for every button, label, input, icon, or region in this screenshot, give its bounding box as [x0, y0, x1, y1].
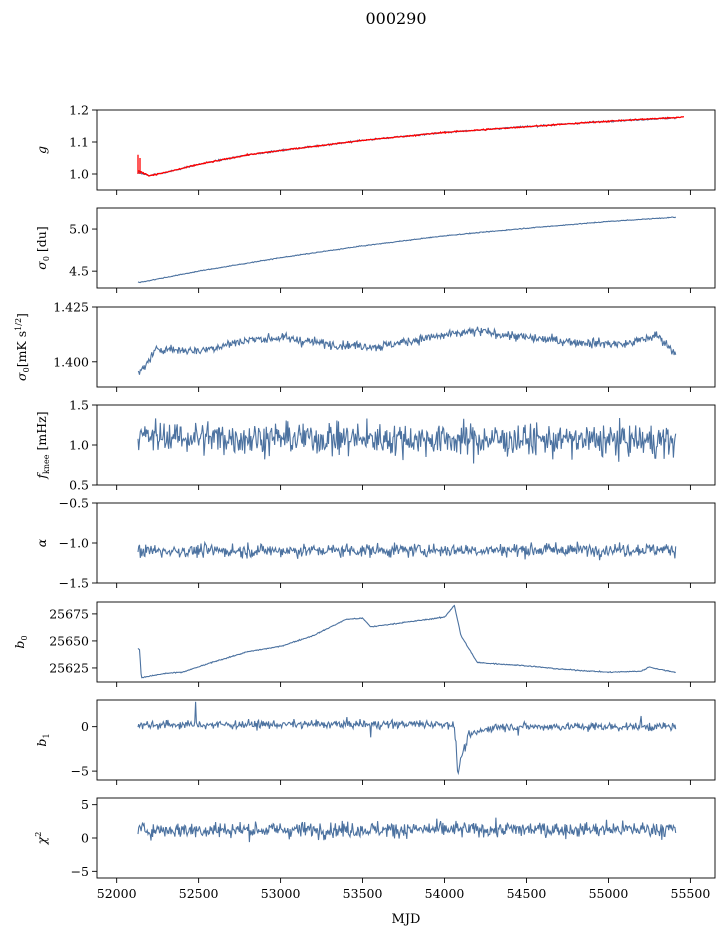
axes-frame-alpha: [96, 502, 716, 584]
y-tick-label-fknee-1: 1.0: [69, 438, 89, 453]
y-tick-label-b0-1: 25650: [49, 633, 89, 648]
series-line-sigma0: [137, 216, 677, 284]
y-tick-label-chi2-0: −5: [71, 864, 89, 879]
y-tick-label-b1-0: −5: [71, 764, 89, 779]
series-line-fknee: [137, 417, 677, 464]
axes-frame-sigma0_mk: [96, 306, 716, 388]
series-line-chi2: [137, 817, 677, 843]
axes-frame-sigma0: [96, 207, 716, 289]
y-tick-label-fknee-0: 0.5: [69, 478, 89, 493]
y-tick-label-sigma0-1: 5.0: [69, 222, 89, 237]
y-tick-label-chi2-1: 0: [81, 831, 89, 846]
overlay-line-g: [137, 116, 684, 177]
y-tick-label-sigma0-0: 4.5: [69, 264, 89, 279]
series-line-sigma0_mk: [137, 326, 677, 375]
series-line-alpha: [137, 540, 677, 561]
y-tick-label-alpha-0: −1.5: [59, 576, 89, 591]
y-axis-label-fknee: fknee [mHz]: [34, 411, 51, 479]
panel-fknee: 0.5 1.0 1.5 fknee [mHz]: [34, 398, 716, 493]
x-tick-label-0: 52000: [97, 886, 137, 901]
y-tick-label-sigma0_mk-1: 1.425: [53, 300, 89, 315]
x-tick-label-2: 53000: [261, 886, 301, 901]
panel-b0: 25625 25650 25675 b0: [12, 601, 716, 687]
y-tick-label-alpha-2: −0.5: [59, 496, 89, 511]
axes-frame-b1: [96, 699, 716, 781]
y-tick-label-b0-2: 25675: [49, 606, 89, 621]
series-line-b0: [137, 604, 676, 679]
y-tick-label-g-0: 1.0: [69, 167, 89, 182]
y-axis-label-alpha: α: [34, 538, 49, 547]
y-axis-label-g: g: [34, 146, 49, 154]
y-tick-label-g-2: 1.2: [69, 103, 89, 118]
y-axis-label-sigma0_mk: σ0[mK s1/2]: [14, 313, 31, 381]
x-tick-label-4: 54000: [425, 886, 465, 901]
y-tick-label-g-1: 1.1: [69, 135, 89, 150]
panel-alpha: −1.5 −1.0 −0.5 α: [34, 496, 716, 591]
y-tick-label-sigma0_mk-0: 1.400: [53, 354, 89, 369]
y-tick-label-chi2-2: 5: [81, 797, 89, 812]
y-axis-label-b1: b1: [34, 733, 51, 746]
x-tick-label-3: 53500: [343, 886, 383, 901]
x-tick-label-5: 54500: [507, 886, 547, 901]
panel-sigma0_mk: 1.400 1.425 σ0[mK s1/2]: [14, 300, 716, 392]
panel-g: 1.0 1.1 1.2 g: [34, 103, 716, 195]
figure-title: 000290: [365, 9, 426, 28]
y-tick-label-b1-1: 0: [81, 719, 89, 734]
x-axis-label: MJD: [392, 912, 421, 927]
panel-b1: −5 0 b1: [34, 699, 716, 785]
y-axis-label-chi2: χ2: [34, 832, 49, 846]
y-tick-label-alpha-1: −1.0: [59, 536, 89, 551]
series-line-b1: [137, 701, 677, 776]
axes-frame-g: [96, 109, 716, 191]
y-axis-label-b0: b0: [12, 635, 29, 648]
panel-chi2: −5 0 5 52000 52500 53000 53500 54000 54500 55000 5…: [34, 797, 716, 901]
panel-sigma0: 4.5 5.0 σ0 [du]: [34, 207, 716, 293]
series-line-g: [138, 116, 677, 177]
axes-frame-b0: [96, 601, 716, 683]
y-tick-label-b0-0: 25625: [49, 660, 89, 675]
axes-frame-chi2: [96, 797, 716, 879]
y-axis-label-sigma0: σ0 [du]: [34, 226, 51, 269]
y-tick-label-fknee-2: 1.5: [69, 398, 89, 413]
x-tick-label-7: 55500: [671, 886, 711, 901]
x-tick-label-1: 52500: [179, 886, 219, 901]
x-tick-label-6: 55000: [589, 886, 629, 901]
panels: 1.0 1.1 1.2 g 4.5 5.0 σ0 [du] 1.400 1.425 σ0[mK s…: [12, 103, 716, 901]
